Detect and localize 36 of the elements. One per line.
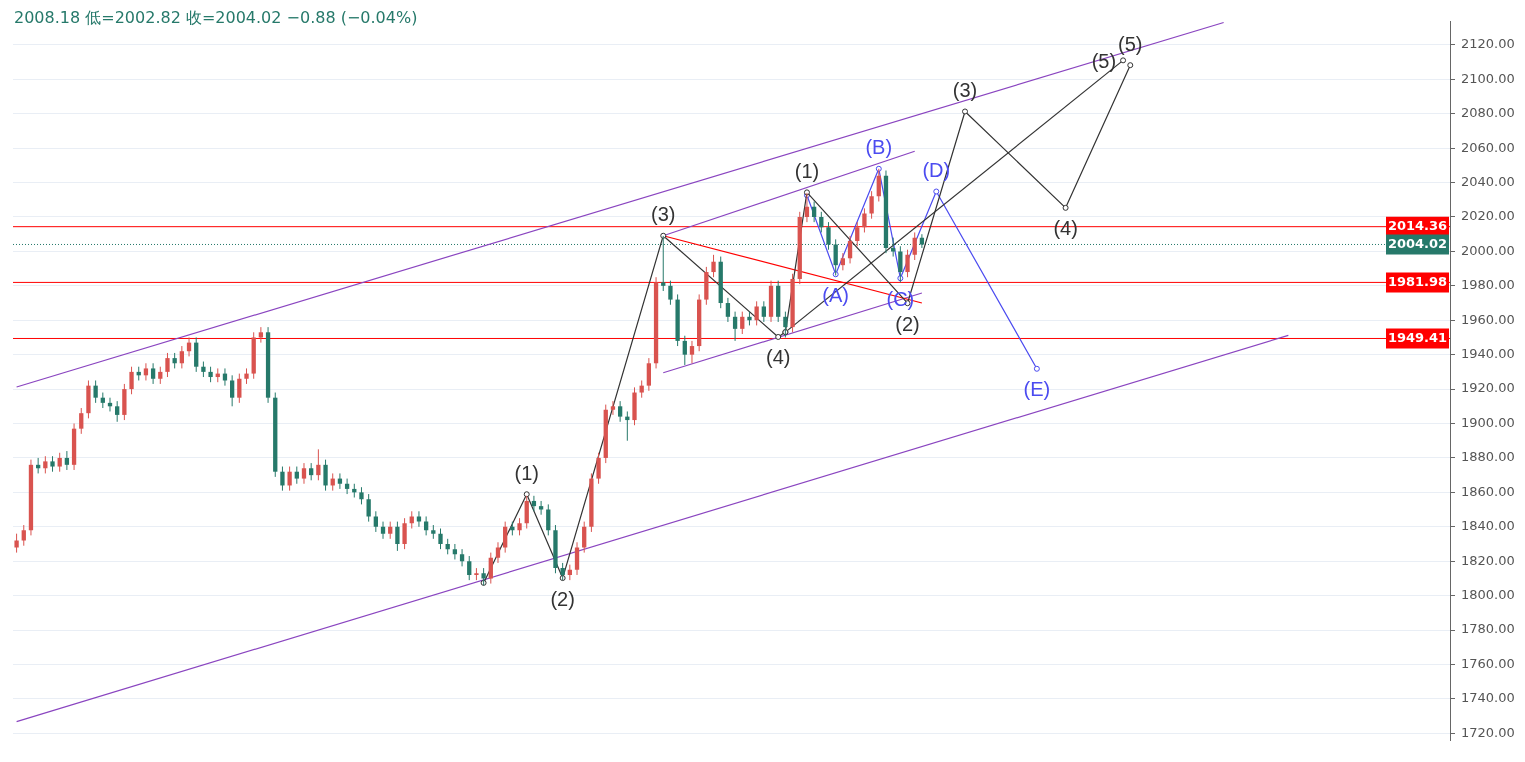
y-tick-label: 1840.00 xyxy=(1461,518,1515,534)
annotation: (2) xyxy=(550,587,575,610)
annotation: (1) xyxy=(794,159,820,182)
y-tick-label: 1800.00 xyxy=(1461,587,1515,602)
y-tick-label: 1880.00 xyxy=(1461,449,1515,465)
y-tick-label: 2020.00 xyxy=(1461,208,1515,224)
annotation: (B) xyxy=(865,136,893,159)
y-tick-label: 1820.00 xyxy=(1461,552,1515,568)
annotation: (5) xyxy=(1118,32,1143,55)
y-tick-label: 1920.00 xyxy=(1461,380,1515,396)
y-tick-label: 2080.00 xyxy=(1461,105,1515,121)
ref-line-label: 2014.36 xyxy=(1387,218,1448,234)
y-tick-label: 1740.00 xyxy=(1461,690,1515,706)
ref-line-label: 2004.02 xyxy=(1387,235,1448,251)
y-tick-label: 1940.00 xyxy=(1461,346,1515,362)
y-tick-label: 1980.00 xyxy=(1461,277,1515,293)
y-tick-label: 2060.00 xyxy=(1461,139,1515,155)
y-tick-label: 2100.00 xyxy=(1461,70,1515,86)
annotation: 2008.18 低=2002.82 收=2004.02 −0.88 (−0.04%) xyxy=(14,8,418,28)
y-tick-label: 2040.00 xyxy=(1461,173,1515,189)
ref-line-label: 1981.98 xyxy=(1387,273,1448,289)
y-tick-label: 1720.00 xyxy=(1461,724,1515,740)
y-tick-label: 1960.00 xyxy=(1461,311,1515,327)
annotation: (3) xyxy=(952,78,978,101)
y-tick-label: 1780.00 xyxy=(1461,621,1515,637)
y-tick-label: 1900.00 xyxy=(1461,414,1515,430)
y-tick-label: 1860.00 xyxy=(1461,483,1515,499)
y-tick-label: 1760.00 xyxy=(1461,655,1515,671)
ref-line-label: 1949.41 xyxy=(1387,329,1448,345)
annotation: (1) xyxy=(514,461,539,484)
annotation: (3) xyxy=(651,203,676,226)
y-tick-label: 2120.00 xyxy=(1461,36,1515,52)
annotation: (E) xyxy=(1023,378,1051,401)
annotation: (2) xyxy=(895,312,920,335)
annotation: (4) xyxy=(765,346,791,369)
y-tick-label: 2000.00 xyxy=(1461,242,1515,258)
